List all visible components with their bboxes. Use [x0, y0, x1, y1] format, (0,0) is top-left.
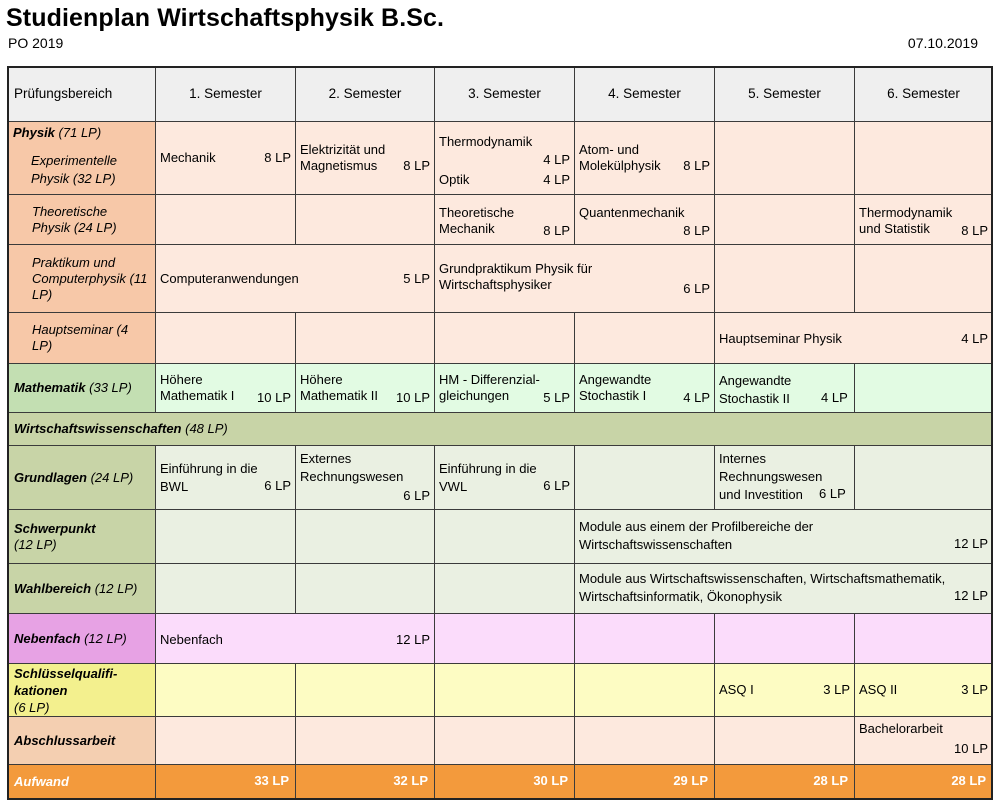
header-semester-5: 5. Semester [714, 66, 855, 122]
empty-cell [295, 663, 435, 717]
module-vwl: Einführung in die VWL 6 LP [434, 445, 575, 510]
header-semester-4: 4. Semester [574, 66, 715, 122]
empty-cell [155, 509, 296, 564]
empty-cell [295, 312, 435, 364]
aufwand-semester-1: 33 LP [155, 764, 296, 800]
study-plan-table: Prüfungsbereich 1. Semester 2. Semester … [7, 66, 993, 800]
empty-cell [434, 312, 575, 364]
module-thermodynamik-optik: Thermodynamik 4 LP Optik 4 LP [434, 121, 575, 195]
module-bwl: Einführung in die BWL 6 LP [155, 445, 296, 510]
empty-cell [155, 716, 296, 765]
aufwand-semester-2: 32 LP [295, 764, 435, 800]
physik-label: Physik (71 LP) [13, 125, 102, 140]
header-semester-3: 3. Semester [434, 66, 575, 122]
category-mathematik: Mathematik (33 LP) [7, 363, 156, 413]
category-schluesselqualifikationen: Schlüsselqualifi- kationen (6 LP) [7, 663, 156, 717]
empty-cell [434, 563, 575, 614]
header-semester-2: 2. Semester [295, 66, 435, 122]
empty-cell [574, 445, 715, 510]
theoretische-physik-label: Theoretische Physik (24 LP) [7, 194, 156, 245]
empty-cell [714, 613, 855, 664]
empty-cell [574, 613, 715, 664]
category-abschlussarbeit: Abschlussarbeit [7, 716, 156, 765]
module-theoretische-mechanik: Theoretische Mechanik 8 LP [434, 194, 575, 245]
module-hm1: Höhere Mathematik I 10 LP [155, 363, 296, 413]
module-hauptseminar: Hauptseminar Physik 4 LP [714, 312, 993, 364]
po-label: PO 2019 [8, 35, 64, 51]
empty-cell [854, 363, 993, 413]
category-schwerpunkt: Schwerpunkt (12 LP) [7, 509, 156, 564]
module-quantenmechanik: Quantenmechanik 8 LP [574, 194, 715, 245]
praktikum-label: Praktikum und Computerphysik (11 LP) [7, 244, 156, 313]
module-mechanik: Mechanik 8 LP [155, 121, 296, 195]
empty-cell [714, 716, 855, 765]
header-area: Prüfungsbereich [7, 66, 156, 122]
empty-cell [854, 121, 993, 195]
module-bachelorarbeit: Bachelorarbeit 10 LP [854, 716, 993, 765]
module-computeranwendungen: Computeranwendungen 5 LP [155, 244, 435, 313]
module-nebenfach: Nebenfach 12 LP [155, 613, 435, 664]
module-hm2: Höhere Mathematik II 10 LP [295, 363, 435, 413]
module-asq-2: ASQ II 3 LP [854, 663, 993, 717]
empty-cell [574, 716, 715, 765]
empty-cell [714, 121, 855, 195]
category-wirtschaftswissenschaften: Wirtschaftswissenschaften (48 LP) [7, 412, 993, 446]
aufwand-semester-5: 28 LP [714, 764, 855, 800]
module-thermodynamik-statistik: Thermodynamik und Statistik 8 LP [854, 194, 993, 245]
module-atom: Atom- und Molekülphysik 8 LP [574, 121, 715, 195]
module-elektrizitaet: Elektrizität und Magnetismus 8 LP [295, 121, 435, 195]
date-label: 07.10.2019 [907, 35, 978, 51]
empty-cell [155, 563, 296, 614]
category-wahlbereich: Wahlbereich (12 LP) [7, 563, 156, 614]
module-externes-rechnungswesen: Externes Rechnungswesen 6 LP [295, 445, 435, 510]
empty-cell [295, 194, 435, 245]
category-grundlagen: Grundlagen (24 LP) [7, 445, 156, 510]
aufwand-semester-4: 29 LP [574, 764, 715, 800]
empty-cell [295, 509, 435, 564]
empty-cell [574, 663, 715, 717]
category-nebenfach: Nebenfach (12 LP) [7, 613, 156, 664]
module-wahlbereich: Module aus Wirtschaftswissenschaften, Wi… [574, 563, 993, 614]
module-asq-1: ASQ I 3 LP [714, 663, 855, 717]
category-aufwand: Aufwand [7, 764, 156, 800]
empty-cell [854, 445, 993, 510]
module-grundpraktikum: Grundpraktikum Physik für Wirtschaftsphy… [434, 244, 715, 313]
experimentelle-physik-label: Experimentelle Physik (32 LP) [31, 153, 117, 186]
module-stochastik-2: Angewandte Stochastik II 4 LP [714, 363, 855, 413]
empty-cell [434, 509, 575, 564]
empty-cell [295, 563, 435, 614]
header-semester-6: 6. Semester [854, 66, 993, 122]
header-semester-1: 1. Semester [155, 66, 296, 122]
empty-cell [434, 716, 575, 765]
page-title: Studienplan Wirtschaftsphysik B.Sc. [6, 4, 445, 32]
module-hm-differenzialgleichungen: HM - Differenzial- gleichungen 5 LP [434, 363, 575, 413]
module-internes-rechnungswesen: Internes Rechnungswesen und Investition … [714, 445, 855, 510]
empty-cell [714, 194, 855, 245]
empty-cell [434, 613, 575, 664]
empty-cell [155, 312, 296, 364]
empty-cell [574, 312, 715, 364]
empty-cell [854, 244, 993, 313]
empty-cell [155, 663, 296, 717]
module-stochastik-1: Angewandte Stochastik I 4 LP [574, 363, 715, 413]
empty-cell [434, 663, 575, 717]
empty-cell [714, 244, 855, 313]
empty-cell [155, 194, 296, 245]
module-profilbereiche: Module aus einem der Profilbereiche der … [574, 509, 993, 564]
physik-frame [7, 121, 156, 195]
empty-cell [295, 716, 435, 765]
aufwand-semester-6: 28 LP [854, 764, 993, 800]
hauptseminar-label: Hauptseminar (4 LP) [7, 312, 156, 364]
empty-cell [854, 613, 993, 664]
aufwand-semester-3: 30 LP [434, 764, 575, 800]
